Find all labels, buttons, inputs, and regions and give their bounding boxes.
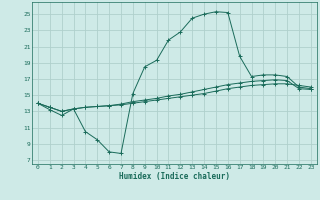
- X-axis label: Humidex (Indice chaleur): Humidex (Indice chaleur): [119, 172, 230, 181]
